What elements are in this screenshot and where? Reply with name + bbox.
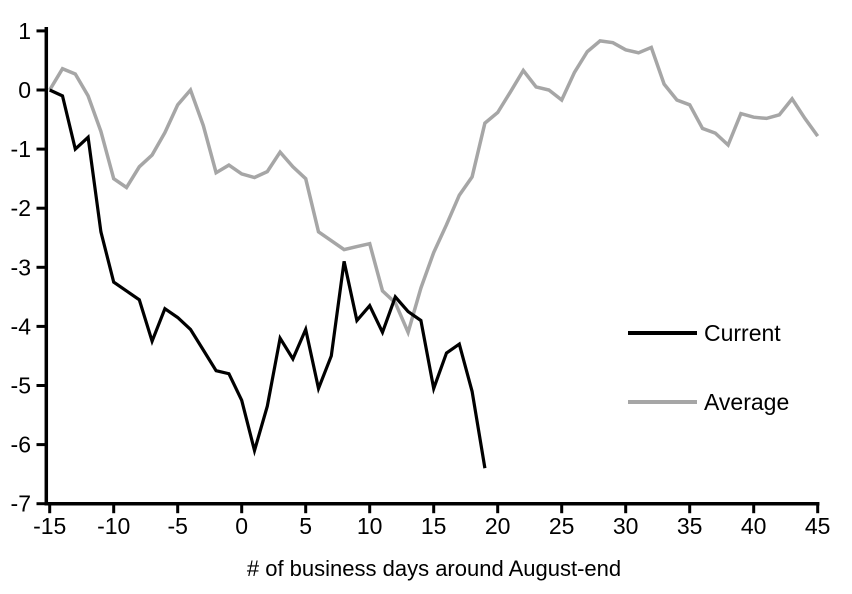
- x-tick-label: 35: [677, 513, 703, 539]
- x-tick-label: 0: [235, 513, 248, 539]
- x-tick-label: 45: [805, 513, 831, 539]
- legend-item-average: Average: [628, 389, 789, 415]
- average-line: [48, 39, 820, 338]
- y-tick-label: -5: [11, 373, 31, 399]
- x-tick-label: 20: [485, 513, 511, 539]
- y-tick-label: 1: [18, 18, 31, 44]
- average-line-swatch: [628, 400, 697, 404]
- y-tick-label: -2: [11, 195, 31, 221]
- y-tick-label: -4: [11, 313, 32, 339]
- y-tick-label: -1: [11, 136, 31, 162]
- y-tick-label: 0: [18, 77, 31, 103]
- x-tick-label: 5: [299, 513, 312, 539]
- x-axis-title: # of business days around August-end: [246, 556, 622, 581]
- x-tick-label: 15: [421, 513, 447, 539]
- x-tick-label: 30: [613, 513, 639, 539]
- x-tick-label: -10: [97, 513, 130, 539]
- y-tick-label: -7: [11, 491, 31, 517]
- legend-label-average: Average: [704, 388, 790, 415]
- legend-item-current: Current: [628, 320, 781, 346]
- x-tick-label: -5: [167, 513, 187, 539]
- x-tick-label: 25: [549, 513, 575, 539]
- x-tick-label: 40: [741, 513, 767, 539]
- y-tick-label: -6: [11, 432, 31, 458]
- x-tick-label: 10: [357, 513, 383, 539]
- x-tick-label: -15: [33, 513, 66, 539]
- y-tick-label: -3: [11, 254, 31, 280]
- current-line-swatch: [628, 331, 697, 335]
- legend-label-current: Current: [704, 319, 781, 346]
- current-line: [49, 88, 487, 469]
